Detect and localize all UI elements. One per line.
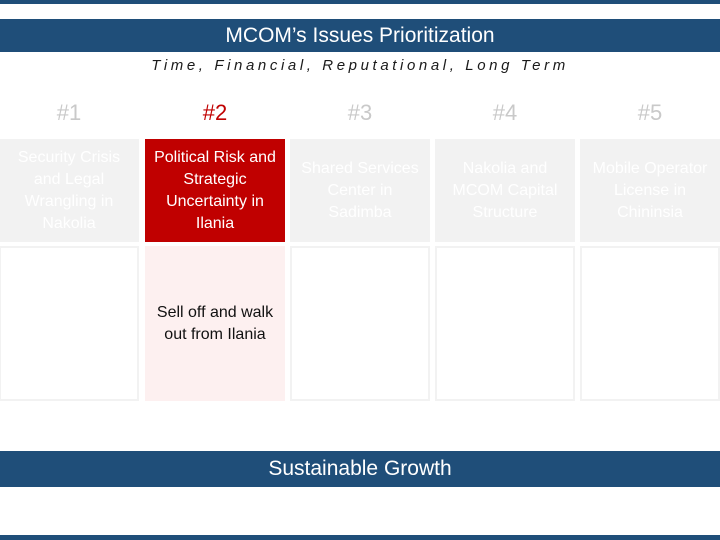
- rank-label-5: #5: [637, 100, 663, 125]
- sustainable-growth-bar: Sustainable Growth: [0, 451, 720, 487]
- issue-text-3: Shared Services Center in Sadimba: [301, 159, 419, 221]
- rank-label-1: #1: [56, 100, 82, 125]
- rank-label-2: #2: [202, 100, 228, 125]
- issue-card-3[interactable]: Shared Services Center in Sadimba: [290, 139, 430, 242]
- page-subtitle: Time, Financial, Reputational, Long Term: [151, 57, 569, 74]
- action-card-3[interactable]: [290, 246, 430, 401]
- issue-card-1[interactable]: Security Crisis and Legal Wrangling in N…: [0, 139, 139, 242]
- action-card-4[interactable]: [435, 246, 575, 401]
- action-card-5[interactable]: [580, 246, 720, 401]
- sustainable-growth-label: Sustainable Growth: [268, 457, 452, 480]
- action-text-2: Sell off and walk out from Ilania: [156, 303, 274, 343]
- rank-label-4: #4: [492, 100, 518, 125]
- issue-text-1: Security Crisis and Legal Wrangling in N…: [17, 148, 121, 232]
- bottom-rule: [0, 535, 720, 540]
- top-rule: [0, 0, 720, 4]
- issue-card-2[interactable]: Political Risk and Strategic Uncertainty…: [145, 139, 285, 242]
- issue-text-4: Nakolia and MCOM Capital Structure: [452, 159, 558, 221]
- issue-text-5: Mobile Operator License in Chininsia: [592, 159, 708, 221]
- action-card-1[interactable]: [0, 246, 139, 401]
- issue-card-4[interactable]: Nakolia and MCOM Capital Structure: [435, 139, 575, 242]
- title-bar: MCOM’s Issues Prioritization: [0, 19, 720, 52]
- page-title: MCOM’s Issues Prioritization: [225, 23, 495, 47]
- action-card-2[interactable]: Sell off and walk out from Ilania: [145, 246, 285, 401]
- rank-label-3: #3: [347, 100, 373, 125]
- issue-text-2: Political Risk and Strategic Uncertainty…: [154, 148, 276, 232]
- issue-card-5[interactable]: Mobile Operator License in Chininsia: [580, 139, 720, 242]
